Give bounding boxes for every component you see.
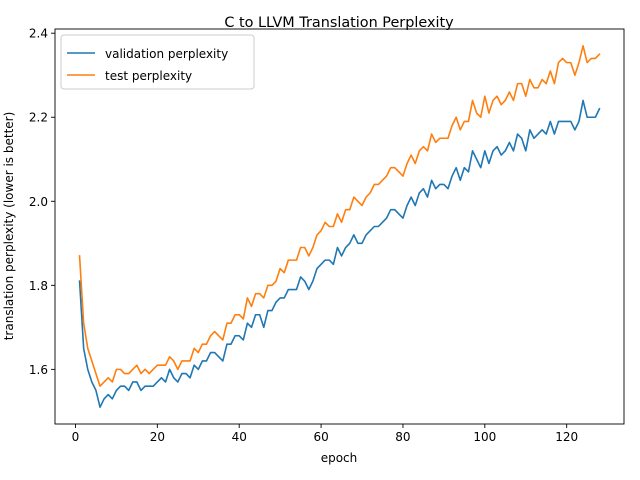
y-tick-label: 1.6 [29, 363, 48, 377]
y-tick-label: 2.4 [29, 27, 48, 41]
legend: validation perplexity test perplexity [60, 34, 255, 90]
x-tick-label: 100 [473, 430, 496, 444]
x-tick-label: 40 [232, 430, 247, 444]
series-line-validation [78, 99, 601, 408]
x-tick-label: 60 [313, 430, 328, 444]
y-axis-label: translation perplexity (lower is better) [2, 112, 16, 341]
x-tick-label: 0 [72, 430, 80, 444]
x-tick-label: 120 [555, 430, 578, 444]
legend-label-validation: validation perplexity [105, 47, 228, 61]
axes-frame [54, 28, 625, 425]
y-axis-ticks: 1.6 1.8 2.0 2.2 2.4 [29, 27, 55, 377]
series-line-test [78, 45, 601, 387]
x-axis-ticks: 0 20 40 60 80 100 120 [72, 424, 578, 444]
x-tick-label: 20 [150, 430, 165, 444]
legend-label-test: test perplexity [105, 69, 192, 83]
y-tick-label: 2.0 [29, 195, 48, 209]
x-axis-label: epoch [321, 451, 358, 465]
legend-box [60, 34, 255, 90]
x-tick-label: 80 [395, 430, 410, 444]
y-tick-label: 2.2 [29, 111, 48, 125]
chart-title: C to LLVM Translation Perplexity [224, 15, 454, 31]
plot-lines [78, 45, 601, 408]
y-tick-label: 1.8 [29, 279, 48, 293]
